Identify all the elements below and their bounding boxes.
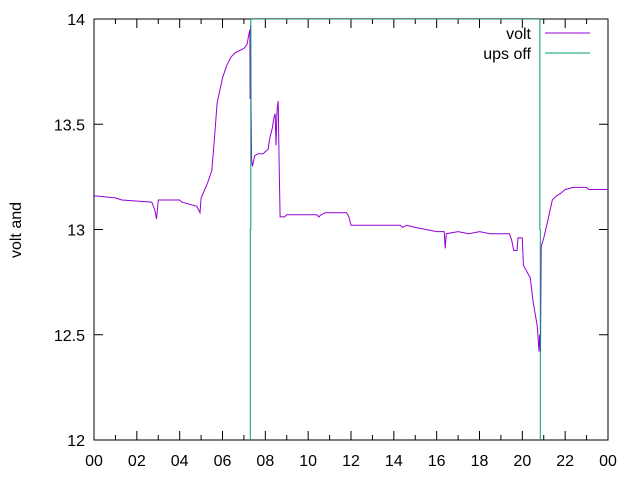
x-tick-label: 12 (342, 453, 360, 470)
y-axis-label: volt and (8, 202, 25, 258)
plot-border (93, 18, 609, 441)
x-tick-label: 00 (599, 453, 617, 470)
legend-label: ups off (483, 46, 531, 63)
x-tick-label: 10 (299, 453, 317, 470)
x-tick-label: 22 (556, 453, 574, 470)
x-tick-label: 14 (385, 453, 403, 470)
y-tick-label: 13.5 (54, 117, 85, 134)
x-tick-label: 06 (214, 453, 232, 470)
legend: volt ups off (483, 26, 590, 63)
plot-area (94, 19, 608, 440)
y-tick-label: 14 (67, 12, 85, 29)
x-tick-label: 08 (256, 453, 274, 470)
legend-label: volt (506, 26, 531, 43)
x-tick-label: 18 (471, 453, 489, 470)
x-tick-label: 00 (85, 453, 103, 470)
y-tick-label: 12.5 (54, 328, 85, 345)
x-tick-label: 02 (128, 453, 146, 470)
series-line-ups-off (249, 19, 541, 440)
series-line-volt (94, 25, 608, 352)
x-tick-label: 04 (171, 453, 189, 470)
y-tick-label: 13 (67, 223, 85, 240)
x-tick-label: 16 (428, 453, 446, 470)
x-tick-label: 20 (513, 453, 531, 470)
y-tick-label: 12 (67, 433, 85, 450)
axes: 12 12.5 13 13.5 14 00 02 04 06 08 10 12 14 16 18 20 22 00 (54, 12, 617, 470)
